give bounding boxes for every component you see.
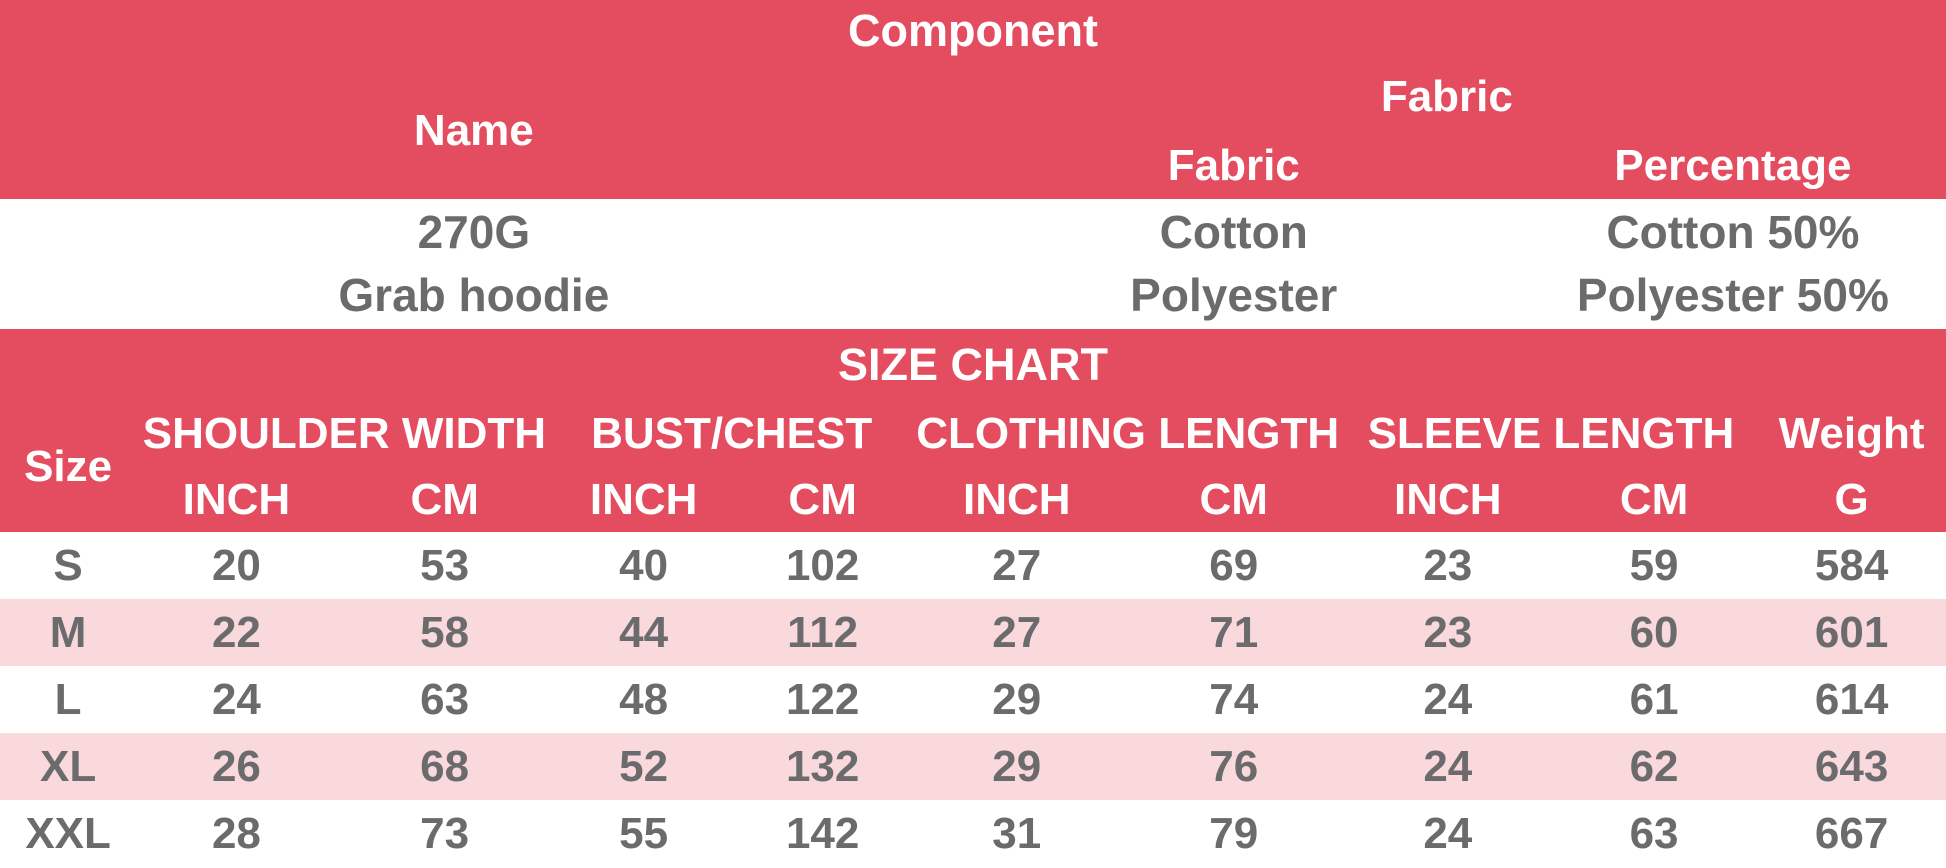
clothing-inch-value: 29 bbox=[910, 733, 1123, 800]
bust-inch-value: 44 bbox=[552, 599, 735, 666]
size-chart-unit-header-row: INCH CM INCH CM INCH CM INCH CM G bbox=[0, 467, 1946, 532]
size-row-s: S 20 53 40 102 27 69 23 59 584 bbox=[0, 532, 1946, 599]
size-row-xxl: XXL 28 73 55 142 31 79 24 63 667 bbox=[0, 800, 1946, 867]
size-chart-group-header-row: Size SHOULDER WIDTH BUST/CHEST CLOTHING … bbox=[0, 401, 1946, 532]
shoulder-inch-value: 28 bbox=[136, 800, 337, 867]
shoulder-cm-value: 58 bbox=[336, 599, 553, 666]
shoulder-cm-value: 53 bbox=[336, 532, 553, 599]
bust-inch-value: 52 bbox=[552, 733, 735, 800]
sleeve-inch-header: INCH bbox=[1344, 467, 1551, 532]
size-row-xl: XL 26 68 52 132 29 76 24 62 643 bbox=[0, 733, 1946, 800]
product-name-cell: 270G Grab hoodie bbox=[0, 199, 948, 329]
shoulder-width-group-header: SHOULDER WIDTH bbox=[136, 401, 553, 467]
size-row-m: M 22 58 44 112 27 71 23 60 601 bbox=[0, 599, 1946, 666]
component-header-row-1: Name Fabric bbox=[0, 62, 1946, 199]
clothing-length-group-header: CLOTHING LENGTH bbox=[910, 401, 1345, 467]
bust-cm-value: 122 bbox=[734, 666, 911, 733]
size-label: L bbox=[0, 666, 137, 733]
weight-value: 667 bbox=[1757, 800, 1946, 867]
clothing-inch-value: 31 bbox=[910, 800, 1123, 867]
weight-value: 614 bbox=[1757, 666, 1946, 733]
clothing-inch-value: 29 bbox=[910, 666, 1123, 733]
component-title-row: Component bbox=[0, 0, 1946, 62]
clothing-cm-value: 69 bbox=[1122, 532, 1345, 599]
size-label: XL bbox=[0, 733, 137, 800]
percentage-line-2: Polyester 50% bbox=[1576, 269, 1889, 321]
bust-inch-value: 55 bbox=[552, 800, 735, 867]
weight-unit-header: G bbox=[1757, 467, 1946, 532]
fabric-column-header: Fabric bbox=[947, 132, 1520, 199]
clothing-inch-header: INCH bbox=[910, 467, 1123, 532]
clothing-inch-value: 27 bbox=[910, 599, 1123, 666]
sleeve-inch-value: 24 bbox=[1344, 800, 1551, 867]
clothing-inch-value: 27 bbox=[910, 532, 1123, 599]
bust-cm-value: 112 bbox=[734, 599, 911, 666]
sleeve-length-group-header: SLEEVE LENGTH bbox=[1344, 401, 1758, 467]
weight-value: 584 bbox=[1757, 532, 1946, 599]
clothing-cm-value: 74 bbox=[1122, 666, 1345, 733]
fabric-group-header: Fabric bbox=[947, 62, 1946, 132]
clothing-cm-value: 76 bbox=[1122, 733, 1345, 800]
size-label: M bbox=[0, 599, 137, 666]
component-table: Component Name Fabric Fabric Percentage … bbox=[0, 0, 1946, 329]
bust-inch-value: 48 bbox=[552, 666, 735, 733]
clothing-cm-value: 79 bbox=[1122, 800, 1345, 867]
percentage-line-1: Cotton 50% bbox=[1606, 206, 1860, 258]
shoulder-inch-value: 24 bbox=[136, 666, 337, 733]
sleeve-inch-value: 23 bbox=[1344, 599, 1551, 666]
fabric-line-2: Polyester bbox=[1130, 269, 1338, 321]
weight-group-header: Weight bbox=[1757, 401, 1946, 467]
sleeve-cm-value: 63 bbox=[1550, 800, 1758, 867]
size-chart-title-row: SIZE CHART bbox=[0, 329, 1946, 401]
bust-chest-group-header: BUST/CHEST bbox=[552, 401, 911, 467]
component-header-row-2: Fabric Percentage bbox=[0, 132, 1946, 199]
weight-value: 601 bbox=[1757, 599, 1946, 666]
clothing-cm-header: CM bbox=[1122, 467, 1345, 532]
sleeve-cm-value: 59 bbox=[1550, 532, 1758, 599]
sleeve-inch-value: 23 bbox=[1344, 532, 1551, 599]
sleeve-cm-value: 62 bbox=[1550, 733, 1758, 800]
component-data-row: 270G Grab hoodie Cotton Polyester Cotton… bbox=[0, 199, 1946, 329]
sleeve-cm-value: 60 bbox=[1550, 599, 1758, 666]
weight-value: 643 bbox=[1757, 733, 1946, 800]
size-row-l: L 24 63 48 122 29 74 24 61 614 bbox=[0, 666, 1946, 733]
size-label: S bbox=[0, 532, 137, 599]
clothing-cm-value: 71 bbox=[1122, 599, 1345, 666]
bust-cm-value: 132 bbox=[734, 733, 911, 800]
product-weight-label: 270G bbox=[417, 206, 531, 258]
component-title: Component bbox=[0, 0, 1946, 62]
bust-inch-header: INCH bbox=[552, 467, 735, 532]
sleeve-cm-header: CM bbox=[1550, 467, 1758, 532]
bust-inch-value: 40 bbox=[552, 532, 735, 599]
bust-cm-header: CM bbox=[734, 467, 911, 532]
percentage-cell: Cotton 50% Polyester 50% bbox=[1519, 199, 1946, 329]
shoulder-inch-header: INCH bbox=[136, 467, 337, 532]
bust-cm-value: 142 bbox=[734, 800, 911, 867]
shoulder-cm-value: 73 bbox=[336, 800, 553, 867]
shoulder-cm-value: 63 bbox=[336, 666, 553, 733]
fabric-line-1: Cotton bbox=[1159, 206, 1308, 258]
size-chart-table: SIZE CHART Size SHOULDER WIDTH BUST/CHES… bbox=[0, 329, 1946, 867]
shoulder-cm-header: CM bbox=[336, 467, 553, 532]
bust-cm-value: 102 bbox=[734, 532, 911, 599]
shoulder-inch-value: 20 bbox=[136, 532, 337, 599]
product-name-label: Grab hoodie bbox=[338, 269, 610, 321]
shoulder-cm-value: 68 bbox=[336, 733, 553, 800]
fabric-cell: Cotton Polyester bbox=[947, 199, 1520, 329]
shoulder-inch-value: 22 bbox=[136, 599, 337, 666]
sleeve-inch-value: 24 bbox=[1344, 733, 1551, 800]
name-column-header: Name bbox=[0, 62, 948, 199]
sleeve-inch-value: 24 bbox=[1344, 666, 1551, 733]
size-column-header: Size bbox=[0, 401, 137, 532]
sleeve-cm-value: 61 bbox=[1550, 666, 1758, 733]
shoulder-inch-value: 26 bbox=[136, 733, 337, 800]
size-chart-title: SIZE CHART bbox=[0, 329, 1946, 401]
size-label: XXL bbox=[0, 800, 137, 867]
percentage-column-header: Percentage bbox=[1519, 132, 1946, 199]
